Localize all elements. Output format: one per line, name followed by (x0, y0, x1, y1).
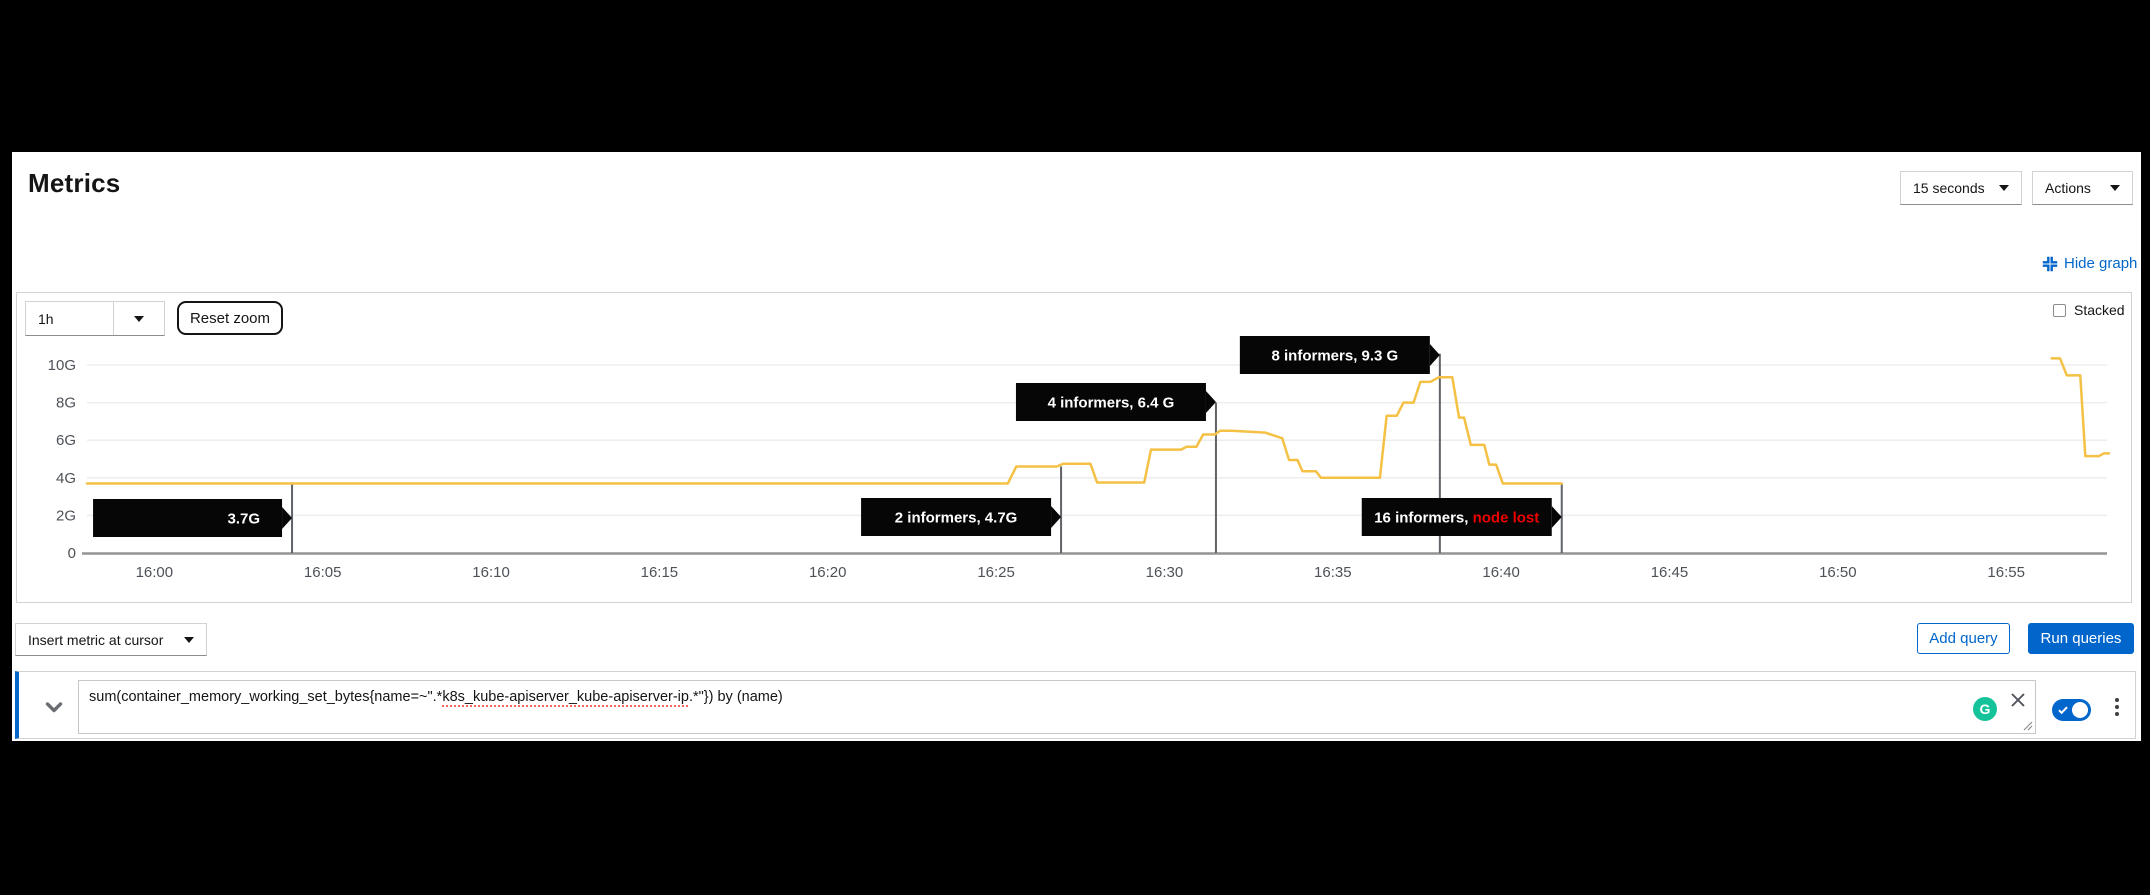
page-title: Metrics (28, 168, 121, 198)
query-input[interactable]: sum(container_memory_working_set_bytes{n… (78, 680, 2036, 734)
insert-metric-label: Insert metric at cursor (28, 631, 164, 648)
divider (113, 302, 114, 335)
actions-dropdown[interactable]: Actions (2032, 171, 2133, 205)
metrics-page: Metrics 15 seconds Actions Hide graph (12, 152, 2141, 741)
query-text-suffix: .*"}) by (name) (688, 689, 783, 705)
query-row: sum(container_memory_working_set_bytes{n… (15, 671, 2136, 739)
actions-label: Actions (2045, 180, 2091, 196)
refresh-interval-value: 15 seconds (1913, 180, 1985, 196)
stacked-checkbox[interactable] (2053, 303, 2066, 317)
close-icon[interactable] (2009, 691, 2027, 709)
reset-zoom-button[interactable]: Reset zoom (177, 301, 283, 335)
compress-icon (2042, 256, 2058, 271)
chevron-down-icon (114, 302, 164, 335)
stacked-control: Stacked (2053, 302, 2125, 318)
chevron-down-icon (184, 636, 194, 643)
stacked-label: Stacked (2074, 302, 2125, 318)
check-icon (2058, 706, 2068, 715)
grammarly-icon[interactable]: G (1973, 697, 1997, 721)
insert-metric-dropdown[interactable]: Insert metric at cursor (15, 623, 207, 656)
chevron-down-icon (2110, 185, 2120, 191)
timespan-value: 1h (38, 310, 54, 327)
hide-graph-link[interactable]: Hide graph (2042, 255, 2137, 272)
timespan-dropdown[interactable]: 1h (25, 301, 165, 336)
query-expander-button[interactable] (41, 694, 67, 720)
toggle-knob (2072, 702, 2088, 718)
chevron-down-icon (45, 702, 63, 713)
chart-plot-area[interactable] (87, 347, 2107, 554)
run-queries-button[interactable]: Run queries (2028, 623, 2134, 654)
chevron-down-icon (1999, 185, 2009, 191)
hide-graph-label: Hide graph (2064, 255, 2138, 272)
query-text-prefix: sum(container_memory_working_set_bytes{n… (89, 689, 443, 705)
resize-handle[interactable] (2023, 721, 2033, 731)
query-text-misspelled: k8s_kube-apiserver_kube-apiserver-ip (442, 689, 689, 705)
refresh-interval-dropdown[interactable]: 15 seconds (1900, 171, 2022, 205)
kebab-menu-button[interactable] (2109, 696, 2125, 718)
add-query-button[interactable]: Add query (1917, 623, 2010, 654)
query-enabled-toggle[interactable] (2052, 699, 2091, 721)
